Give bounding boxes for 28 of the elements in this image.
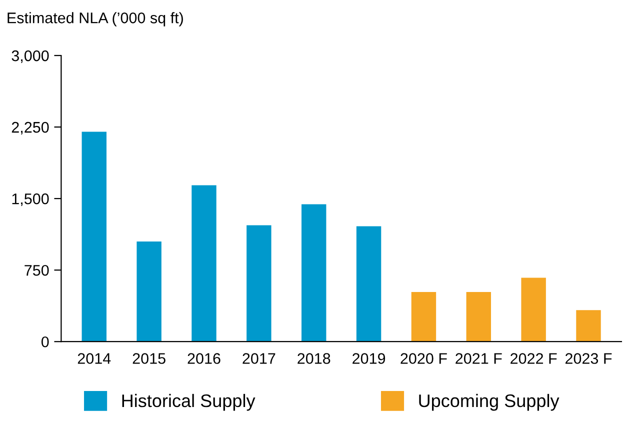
- bar: [82, 132, 106, 342]
- bar: [576, 310, 601, 342]
- x-tick-label: 2015: [132, 353, 166, 364]
- legend-label: Upcoming Supply: [419, 394, 560, 411]
- bar: [192, 185, 216, 342]
- y-tick-label: 1,500: [12, 193, 49, 206]
- legend-label: Historical Supply: [122, 394, 256, 411]
- y-tick-label: 0: [41, 336, 49, 348]
- x-tick-label: 2018: [298, 353, 330, 364]
- x-tick-label: 2021 F: [456, 353, 502, 364]
- y-axis-title: Estimated NLA (’000 sq ft): [8, 12, 183, 26]
- y-tick-label: 750: [24, 264, 49, 276]
- x-tick-label: 2014: [78, 353, 111, 364]
- x-tick-label: 2020 F: [400, 353, 447, 364]
- x-tick-label: 2022 F: [510, 353, 557, 364]
- y-tick-label: 3,000: [12, 50, 49, 63]
- bar: [246, 225, 272, 342]
- x-tick-label: 2016: [188, 353, 220, 364]
- x-tick-label: 2019: [352, 353, 386, 364]
- bar: [356, 226, 382, 342]
- x-tick-label: 2017: [242, 353, 276, 364]
- bar: [521, 278, 546, 342]
- bar: [136, 241, 162, 342]
- x-tick-label: 2023 F: [565, 353, 612, 364]
- bar: [411, 292, 436, 342]
- bar: [466, 292, 492, 342]
- bar: [301, 204, 326, 342]
- y-tick-label: 2,250: [12, 122, 49, 135]
